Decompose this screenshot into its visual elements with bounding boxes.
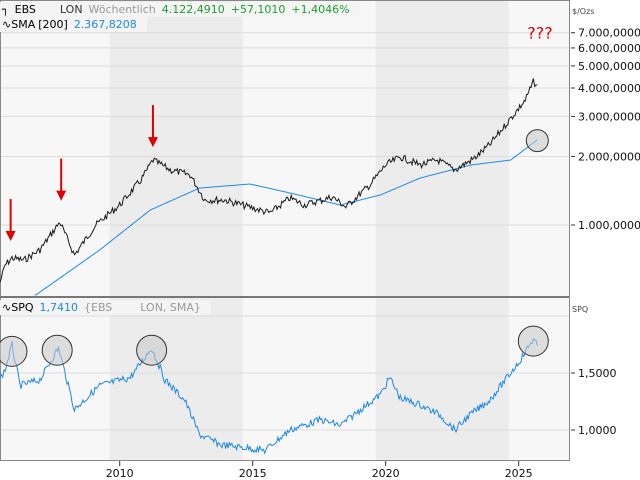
legend-spq-value: 1,7410 [39, 301, 79, 314]
x-tick-label: 2010 [106, 467, 134, 480]
shaded-band [109, 298, 243, 461]
y-tick-label: 5.000,0000 [578, 60, 640, 73]
legend-sma[interactable]: ∿SMA [200] 2.367,8208 [0, 17, 147, 32]
spq-line [0, 337, 538, 455]
y-axis-unit: SPQ [572, 305, 588, 314]
red-arrow-head-icon [147, 137, 158, 148]
legend-sma-label: SMA [11, 18, 36, 31]
legend-last: 4.122,4910 [161, 3, 225, 16]
legend-sma-period: [200] [38, 18, 68, 31]
y-tick-label: 3.000,0000 [578, 110, 640, 123]
highlight-circle [136, 334, 168, 366]
y-tick-label: 1.000,0000 [578, 219, 640, 232]
red-arrow-head-icon [56, 190, 67, 201]
y-tick-label: 2.000,0000 [578, 151, 640, 164]
legend-interval: Wöchentlich [88, 3, 156, 16]
highlight-circle [517, 325, 549, 357]
y-tick-label: 7.000,0000 [578, 27, 640, 40]
indicator-wave-icon: ∿ [2, 18, 12, 31]
x-tick-label: 2025 [505, 467, 533, 480]
highlight-circle [0, 335, 28, 367]
shaded-band [375, 298, 509, 461]
legend-exchange: LON [59, 3, 83, 16]
price-series-icon: ┐ [2, 3, 9, 16]
annotation-question-marks: ??? [527, 24, 552, 43]
price-line [0, 78, 538, 283]
y-axis-unit: $/Ozs [572, 7, 594, 16]
red-arrow-head-icon [5, 231, 16, 242]
legend-formula-b: LON, SMA} [140, 301, 201, 314]
y-tick-label: 1,5000 [578, 367, 617, 380]
legend-spq-label: SPQ [11, 301, 34, 314]
legend-price[interactable]: ┐ EBS LON Wöchentlich 4.122,4910 +57,1010 +1,4… [0, 2, 360, 17]
y-tick-label: 1,0000 [578, 424, 617, 437]
highlight-circle [525, 129, 549, 153]
shaded-band [375, 0, 509, 296]
legend-formula-a: {EBS [84, 301, 113, 314]
y-tick-label: 6.000,0000 [578, 42, 640, 55]
indicator-wave-icon: ∿ [2, 301, 12, 314]
x-tick-label: 2015 [239, 467, 267, 480]
shaded-band [109, 0, 243, 296]
legend-sma-value: 2.367,8208 [73, 18, 137, 31]
x-tick-label: 2020 [372, 467, 400, 480]
legend-change: +57,1010 [230, 3, 286, 16]
legend-change-pct: +1,4046% [291, 3, 350, 16]
y-tick-label: 4.000,0000 [578, 82, 640, 95]
legend-symbol: EBS [14, 3, 36, 16]
legend-spq[interactable]: ∿SPQ 1,7410 {EBS LON, SMA} [0, 300, 211, 315]
highlight-circle [41, 334, 73, 366]
